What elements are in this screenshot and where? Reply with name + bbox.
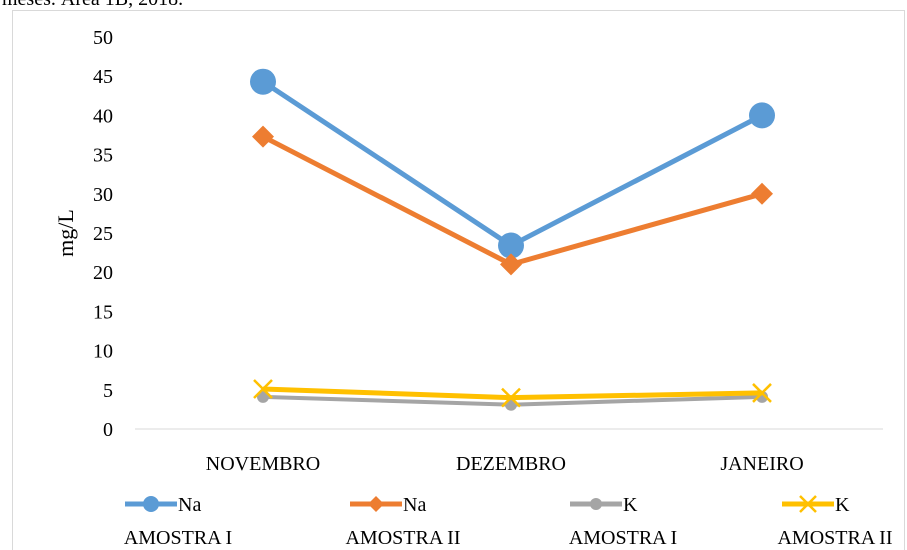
data-point: [752, 383, 772, 403]
data-point: [257, 390, 269, 403]
y-tick-label: 50: [93, 27, 113, 49]
y-tick-label: 30: [93, 184, 113, 206]
data-point: [253, 379, 273, 399]
chart-frame: [12, 10, 905, 550]
legend-label: Na: [178, 494, 201, 516]
y-axis-label: mg/L: [53, 209, 78, 257]
legend-label: K: [623, 494, 638, 516]
legend-label: AMOSTRA II: [777, 527, 892, 549]
legend-swatch-marker: [368, 496, 384, 512]
data-point: [498, 232, 524, 259]
y-tick-label: 25: [93, 223, 113, 245]
data-point: [250, 68, 276, 95]
data-point: [749, 102, 775, 129]
legend-label: K: [835, 494, 850, 516]
legend-label: AMOSTRA II: [345, 527, 460, 549]
y-tick-label: 35: [93, 145, 113, 167]
figure-caption-fragment: meses. Área 1B, 2018.: [2, 0, 183, 11]
legend-swatch-marker: [143, 496, 159, 512]
data-point: [252, 125, 274, 148]
y-tick-label: 10: [93, 341, 113, 363]
y-tick-label: 20: [93, 262, 113, 284]
data-point: [500, 253, 522, 276]
x-tick-label: DEZEMBRO: [456, 453, 566, 475]
series-line: [261, 79, 764, 249]
y-tick-label: 40: [93, 105, 113, 127]
y-tick-label: 15: [93, 301, 113, 323]
y-tick-label: 45: [93, 66, 113, 88]
x-tick-label: JANEIRO: [720, 453, 803, 475]
legend-swatch-marker: [799, 495, 817, 513]
x-tick-label: NOVEMBRO: [206, 453, 320, 475]
legend-label: AMOSTRA I: [124, 527, 232, 549]
y-tick-label: 0: [103, 419, 113, 441]
legend-label: Na: [403, 494, 426, 516]
y-tick-label: 5: [103, 380, 113, 402]
legend-label: AMOSTRA I: [569, 527, 677, 549]
data-point: [751, 182, 773, 205]
data-point: [501, 387, 521, 408]
legend-swatch-marker: [590, 498, 602, 510]
